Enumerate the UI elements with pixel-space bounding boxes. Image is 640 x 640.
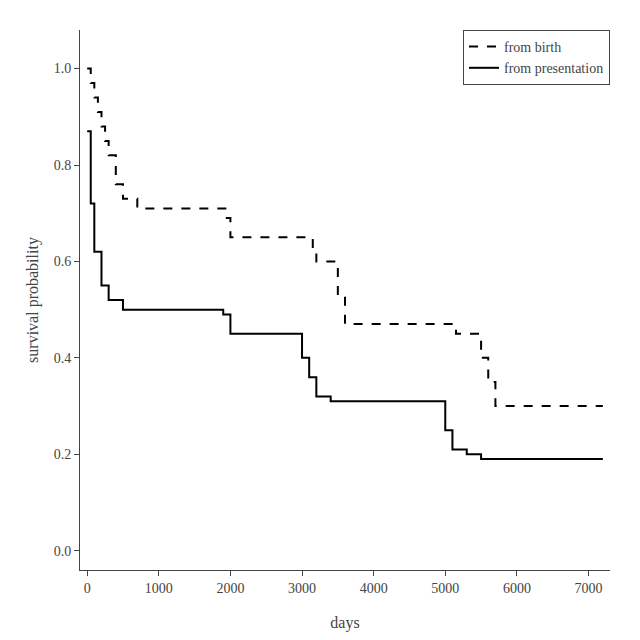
svg-text:4000: 4000 — [360, 581, 388, 596]
svg-text:1000: 1000 — [145, 581, 173, 596]
svg-text:0.8: 0.8 — [54, 158, 72, 173]
svg-text:0.2: 0.2 — [54, 447, 72, 462]
svg-text:7000: 7000 — [575, 581, 603, 596]
svg-text:1.0: 1.0 — [54, 61, 72, 76]
svg-text:5000: 5000 — [431, 581, 459, 596]
svg-text:0: 0 — [84, 581, 91, 596]
svg-text:2000: 2000 — [216, 581, 244, 596]
svg-text:days: days — [330, 614, 359, 632]
svg-text:0.6: 0.6 — [54, 254, 72, 269]
svg-text:survival probability: survival probability — [24, 237, 42, 363]
svg-text:from presentation: from presentation — [504, 61, 603, 76]
svg-text:0.0: 0.0 — [54, 544, 72, 559]
svg-text:3000: 3000 — [288, 581, 316, 596]
svg-text:6000: 6000 — [503, 581, 531, 596]
svg-text:0.4: 0.4 — [54, 351, 72, 366]
svg-text:from birth: from birth — [504, 40, 561, 55]
